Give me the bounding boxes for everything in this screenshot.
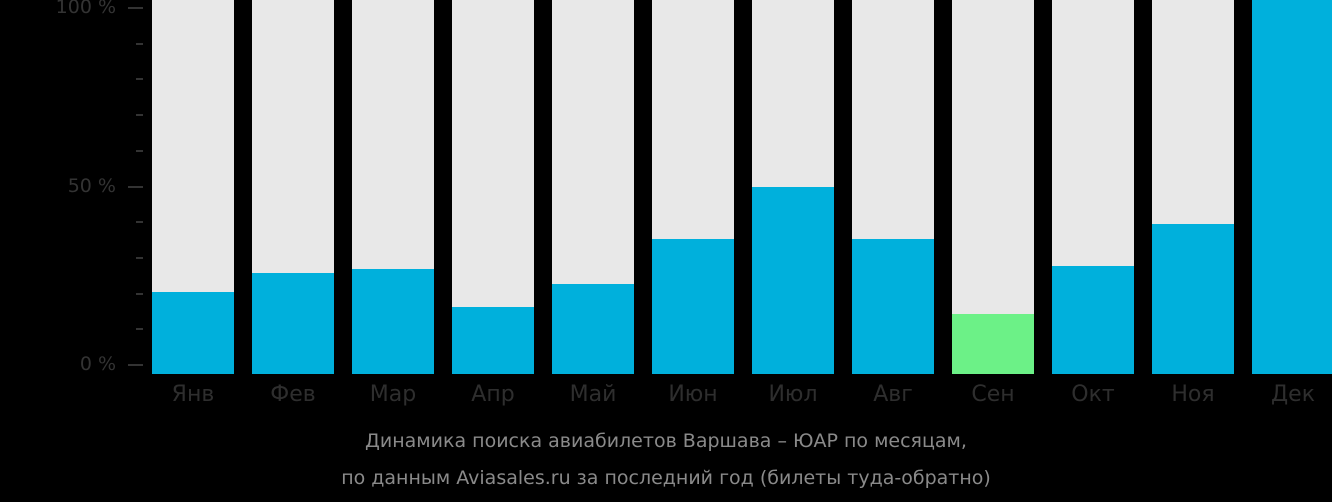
bar-5[interactable]: [552, 0, 634, 374]
bar-10[interactable]: [1052, 0, 1134, 374]
y-major-tick: [128, 185, 143, 188]
y-minor-tick: [136, 149, 143, 152]
bar-3[interactable]: [352, 0, 434, 374]
bar-value: [352, 269, 434, 374]
x-tick-label: Май: [569, 382, 617, 407]
x-tick-label: Янв: [171, 382, 215, 407]
bar-value: [1252, 0, 1332, 374]
x-tick-label: Авг: [873, 382, 913, 407]
y-tick-label: 50 %: [67, 174, 116, 197]
x-tick-label: Июн: [668, 382, 718, 407]
y-minor-tick: [136, 292, 143, 295]
bar-4[interactable]: [452, 0, 534, 374]
bar-12[interactable]: [1252, 0, 1332, 374]
bar-value: [452, 306, 534, 374]
x-tick-label: Ноя: [1171, 382, 1215, 407]
y-minor-tick: [136, 328, 143, 331]
bar-value: [952, 314, 1034, 374]
y-major-tick: [128, 364, 143, 366]
y-minor-tick: [136, 78, 143, 81]
bar-7[interactable]: [752, 0, 834, 374]
bar-1[interactable]: [152, 0, 234, 374]
bar-value: [1152, 224, 1234, 374]
x-tick-label: Июл: [768, 382, 818, 407]
bar-6[interactable]: [652, 0, 734, 374]
bar-value: [152, 291, 234, 374]
bar-value: [1052, 265, 1134, 374]
chart-caption-line2: по данным Aviasales.ru за последний год …: [341, 467, 991, 489]
y-major-tick: [128, 7, 143, 9]
bar-value: [252, 273, 334, 374]
y-minor-tick: [136, 114, 143, 117]
bar-value: [552, 284, 634, 374]
x-tick-label: Фев: [270, 382, 316, 407]
y-minor-tick: [136, 42, 143, 45]
y-tick-label: 100 %: [55, 0, 116, 18]
bar-value: [752, 187, 834, 374]
x-tick-label: Мар: [369, 382, 417, 407]
bar-2[interactable]: [252, 0, 334, 374]
y-minor-tick: [136, 221, 143, 224]
x-tick-label: Дек: [1270, 382, 1315, 407]
x-tick-label: Апр: [471, 382, 515, 407]
chart-caption-line1: Динамика поиска авиабилетов Варшава – ЮА…: [365, 430, 967, 452]
y-tick-label: 0 %: [79, 353, 116, 375]
bar-8[interactable]: [852, 0, 934, 374]
bar-11[interactable]: [1152, 0, 1234, 374]
y-minor-tick: [136, 256, 143, 259]
bar-value: [652, 239, 734, 374]
x-tick-label: Сен: [971, 382, 1015, 407]
x-tick-label: Окт: [1071, 382, 1115, 407]
bar-value: [852, 239, 934, 374]
bar-9[interactable]: [952, 0, 1034, 374]
